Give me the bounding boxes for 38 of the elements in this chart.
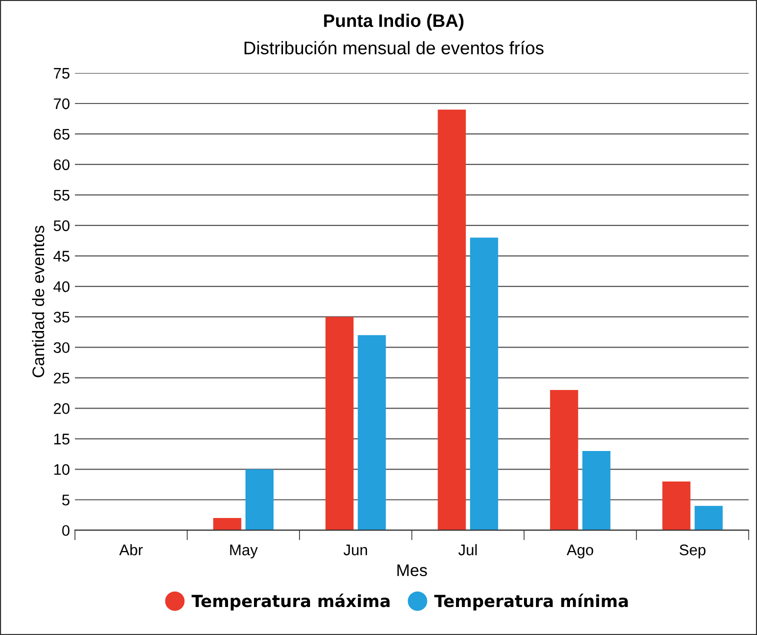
y-tick-label: 50 bbox=[54, 220, 70, 232]
y-tick-label: 5 bbox=[62, 494, 70, 506]
y-tick-label: 10 bbox=[54, 464, 70, 475]
x-axis-title: Mes bbox=[397, 564, 427, 576]
y-tick-label: 35 bbox=[54, 312, 70, 323]
legend-label: Temperatura máxima bbox=[192, 594, 390, 610]
y-tick-label: 60 bbox=[54, 159, 70, 170]
bar bbox=[662, 481, 690, 530]
x-tick-label: May bbox=[230, 544, 258, 558]
bar bbox=[245, 469, 274, 530]
chart-subtitle: Distribución mensual de eventos fríos bbox=[244, 40, 544, 54]
bar bbox=[325, 316, 354, 530]
y-tick-label: 20 bbox=[54, 403, 70, 414]
y-tick-label: 30 bbox=[54, 342, 70, 354]
y-tick-label: 70 bbox=[54, 98, 70, 110]
bar bbox=[582, 450, 610, 530]
y-tick-label: 55 bbox=[54, 190, 70, 201]
y-tick-label: 25 bbox=[54, 372, 70, 384]
x-tick-label: Jun bbox=[344, 544, 367, 556]
y-tick-label: 40 bbox=[53, 281, 70, 292]
legend-label: Temperatura mínima bbox=[434, 594, 628, 610]
x-tick-label: Sep bbox=[680, 544, 706, 558]
bar bbox=[213, 518, 242, 530]
x-tick-label: Ago bbox=[566, 544, 594, 558]
y-tick-label: 15 bbox=[54, 434, 70, 444]
bar bbox=[470, 238, 498, 530]
x-tick-label: Jul bbox=[458, 544, 477, 556]
y-axis-title: Cantidad de eventos bbox=[32, 226, 44, 378]
bar bbox=[358, 335, 386, 530]
y-tick-label: 0 bbox=[62, 525, 70, 536]
bar bbox=[550, 390, 578, 530]
y-tick-label: 75 bbox=[54, 68, 70, 79]
bar bbox=[438, 110, 466, 530]
x-tick-label: Abr bbox=[119, 544, 143, 556]
bar bbox=[694, 506, 723, 530]
y-tick-label: 65 bbox=[54, 128, 70, 140]
chart-title: Punta Indio (BA) bbox=[324, 14, 464, 31]
y-tick-label: 45 bbox=[53, 250, 70, 262]
